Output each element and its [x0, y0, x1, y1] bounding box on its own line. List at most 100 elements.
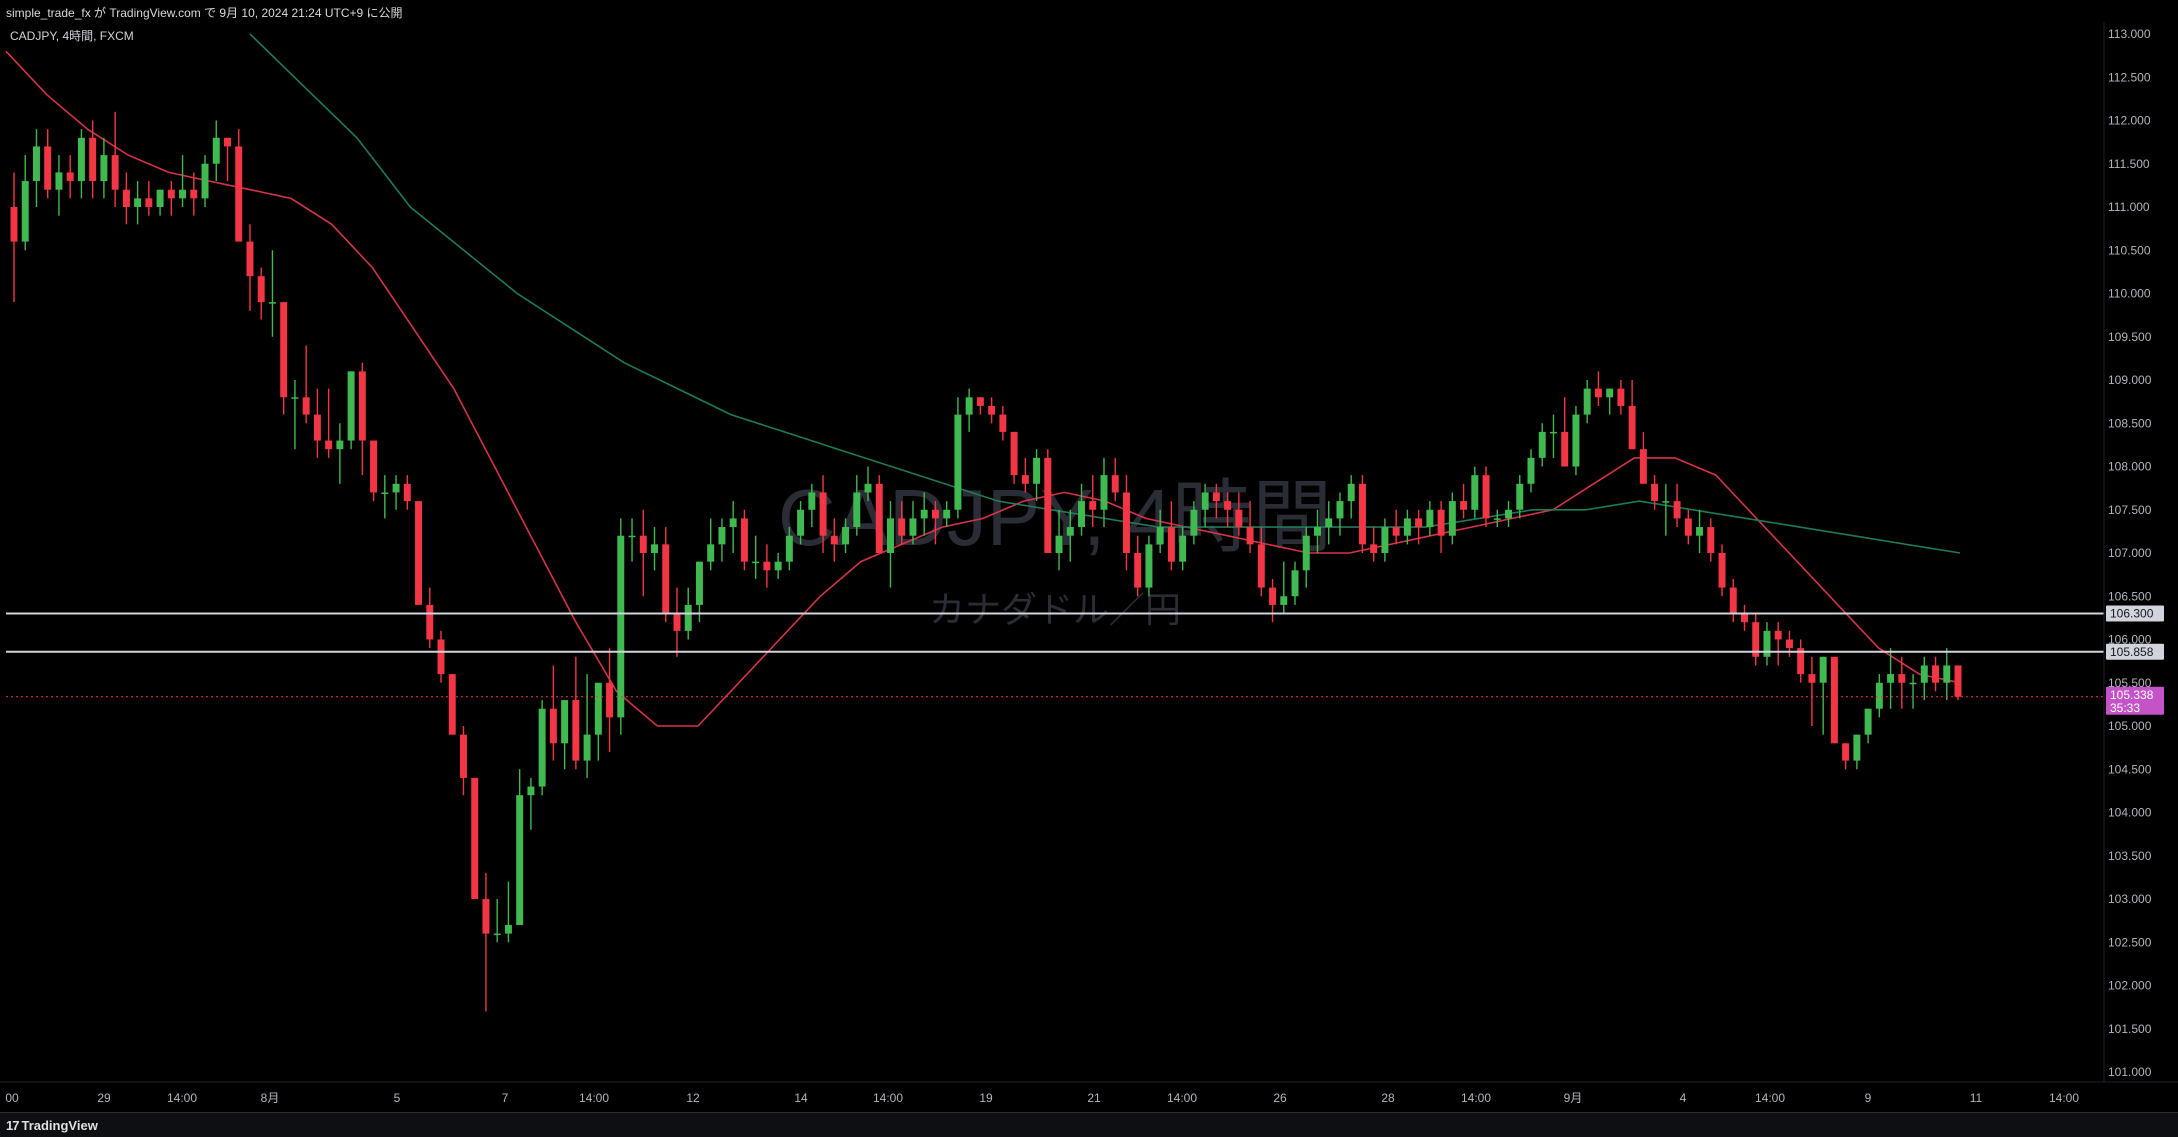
x-tick-label: 14:00: [1755, 1091, 1785, 1105]
candle-body: [1280, 596, 1288, 605]
candle-body: [1583, 388, 1591, 415]
candle-body: [1606, 388, 1614, 398]
candle-body: [1021, 475, 1029, 484]
candle-body: [156, 189, 164, 207]
candle-body: [1403, 518, 1411, 536]
candle-body: [740, 518, 748, 562]
candle-body: [1954, 665, 1962, 697]
candle-body: [134, 198, 142, 207]
x-tick-label: 12: [686, 1091, 700, 1105]
candle-body: [538, 708, 546, 787]
candle-body: [1381, 527, 1389, 553]
candle-body: [606, 682, 614, 718]
time-axis[interactable]: 00 29 14:00 8月 5 7 14:00 12 14 14:00 19 21 14:00 26 28…: [0, 1081, 2178, 1105]
candle-body: [167, 189, 175, 199]
x-tick-label: 00: [5, 1091, 19, 1105]
x-tick-label: 7: [502, 1091, 509, 1105]
candle-body: [1460, 501, 1468, 510]
candle-body: [415, 501, 423, 605]
candle-body: [1212, 492, 1220, 502]
candle-body: [774, 561, 782, 571]
candle-body: [797, 509, 805, 536]
candle-body: [909, 518, 917, 536]
candle-body: [853, 492, 861, 528]
candle-body: [1314, 527, 1321, 536]
candle-body: [66, 172, 74, 182]
y-tick-label: 106.000: [2108, 633, 2152, 647]
candles: [10, 111, 1962, 1012]
y-tick-label: 109.500: [2108, 330, 2152, 344]
candle-body: [1639, 449, 1647, 484]
candle-body: [988, 405, 996, 415]
candle-body: [594, 682, 602, 735]
ma-fast-line: [5, 50, 1961, 727]
candle-body: [246, 241, 254, 277]
candle-body: [1505, 509, 1513, 519]
candle-body: [1696, 527, 1704, 536]
bottom-bar: 17 TradingView: [0, 1112, 2178, 1137]
candle-body: [1066, 527, 1074, 536]
candle-body: [1033, 457, 1041, 484]
tradingview-logo-icon: 17: [6, 1118, 20, 1133]
candle-body: [1662, 501, 1670, 503]
y-tick-label: 105.500: [2108, 676, 2152, 690]
candle-body: [673, 613, 681, 631]
x-tick-label: 28: [1381, 1091, 1395, 1105]
y-tick-label: 110.500: [2108, 243, 2151, 257]
tradingview-logo[interactable]: 17 TradingView: [6, 1118, 98, 1133]
x-tick-label: 4: [1680, 1091, 1687, 1105]
candle-body: [1493, 518, 1501, 520]
candle-body: [448, 674, 456, 735]
candle-body: [1122, 492, 1130, 553]
candle-body: [527, 786, 535, 796]
candle-body: [1842, 743, 1850, 761]
candle-body: [898, 518, 906, 536]
hline-price-label: 106.300: [2110, 607, 2154, 621]
candle-body: [1347, 483, 1355, 502]
candle-body: [1179, 535, 1187, 562]
brand-name: TradingView: [21, 1118, 98, 1133]
candle-body: [1471, 475, 1479, 510]
candle-body: [549, 708, 557, 744]
x-tick-label: 21: [1087, 1091, 1101, 1105]
candle-body: [662, 544, 670, 614]
candle-body: [1853, 734, 1861, 761]
candle-body: [1774, 630, 1782, 640]
candle-body: [729, 518, 737, 528]
y-tick-label: 111.500: [2108, 157, 2150, 171]
candle-body: [1100, 475, 1108, 510]
candle-body: [752, 561, 760, 564]
candle-body: [1887, 674, 1895, 683]
price-chart[interactable]: CADJPY, 4時間, FXCM CADJPY, 4時間 カナダドル／円 10…: [0, 0, 2178, 1112]
candle-body: [235, 146, 243, 242]
y-tick-label: 102.500: [2108, 935, 2152, 949]
candle-body: [1527, 457, 1535, 484]
candle-body: [504, 924, 512, 934]
candle-body: [1167, 527, 1175, 562]
candle-body: [201, 163, 209, 199]
candle-body: [426, 604, 434, 640]
price-axis[interactable]: 113.000 112.500 112.000 111.500 111.000 110.5…: [2103, 22, 2152, 1082]
y-tick-label: 101.500: [2108, 1022, 2152, 1036]
candle-body: [1920, 665, 1928, 683]
candle-body: [1864, 708, 1872, 735]
x-tick-label: 14:00: [1461, 1091, 1491, 1105]
y-tick-label: 112.000: [2108, 114, 2151, 128]
y-tick-label: 104.000: [2108, 806, 2152, 820]
candle-body: [920, 509, 928, 519]
candle-body: [707, 544, 715, 562]
candle-body: [1628, 405, 1636, 450]
candle-body: [1651, 483, 1659, 502]
current-price-tag: [2106, 686, 2164, 715]
candle-body: [1516, 483, 1524, 510]
candle-body: [55, 172, 63, 190]
y-tick-label: 110.000: [2108, 287, 2151, 301]
candle-body: [695, 561, 703, 605]
candle-body: [1078, 501, 1085, 528]
candle-body: [403, 483, 411, 502]
candle-body: [1134, 553, 1142, 588]
watermark-symbol: CADJPY, 4時間: [778, 473, 1332, 562]
x-tick-label: 5: [394, 1091, 401, 1105]
candle-body: [1594, 388, 1602, 398]
